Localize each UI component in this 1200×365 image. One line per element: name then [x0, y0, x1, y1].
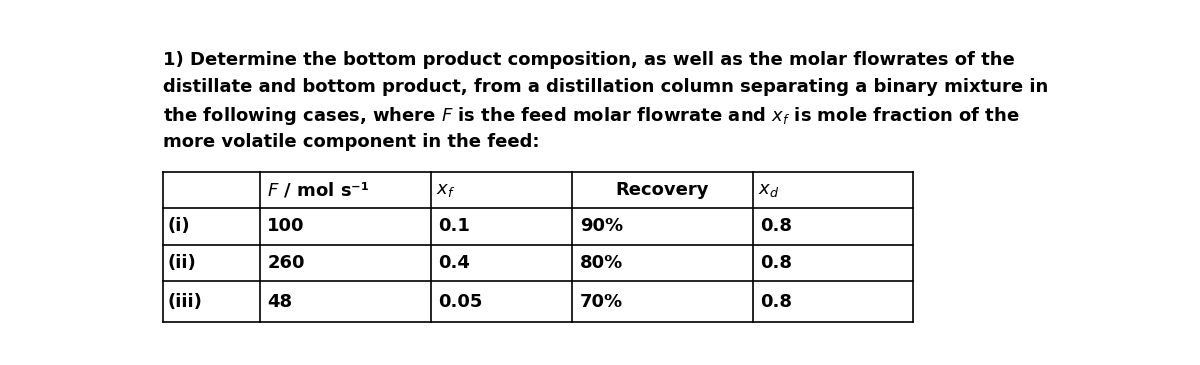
Text: 260: 260: [268, 254, 305, 272]
Text: 90%: 90%: [580, 218, 623, 235]
Text: 0.8: 0.8: [760, 293, 792, 311]
Text: (i): (i): [168, 218, 191, 235]
Text: 70%: 70%: [580, 293, 623, 311]
Text: 1) Determine the bottom product composition, as well as the molar flowrates of t: 1) Determine the bottom product composit…: [163, 51, 1015, 69]
Text: 100: 100: [268, 218, 305, 235]
Text: (ii): (ii): [168, 254, 197, 272]
Text: more volatile component in the feed:: more volatile component in the feed:: [163, 132, 540, 151]
Text: $\mathit{F}$ / mol s⁻¹: $\mathit{F}$ / mol s⁻¹: [268, 180, 370, 199]
Text: 0.1: 0.1: [438, 218, 470, 235]
Text: 80%: 80%: [580, 254, 623, 272]
Text: (iii): (iii): [168, 293, 203, 311]
Text: the following cases, where $\mathit{F}$ is the feed molar flowrate and $\mathit{: the following cases, where $\mathit{F}$ …: [163, 105, 1020, 127]
Text: $\mathit{x}_\mathit{d}$: $\mathit{x}_\mathit{d}$: [758, 181, 780, 199]
Text: distillate and bottom product, from a distillation column separating a binary mi: distillate and bottom product, from a di…: [163, 78, 1049, 96]
Text: 0.8: 0.8: [760, 254, 792, 272]
Text: Recovery: Recovery: [616, 181, 709, 199]
Text: 0.8: 0.8: [760, 218, 792, 235]
Text: 0.4: 0.4: [438, 254, 470, 272]
Text: $\mathit{x}_\mathit{f}$: $\mathit{x}_\mathit{f}$: [437, 181, 456, 199]
Text: 0.05: 0.05: [438, 293, 482, 311]
Text: 48: 48: [268, 293, 293, 311]
